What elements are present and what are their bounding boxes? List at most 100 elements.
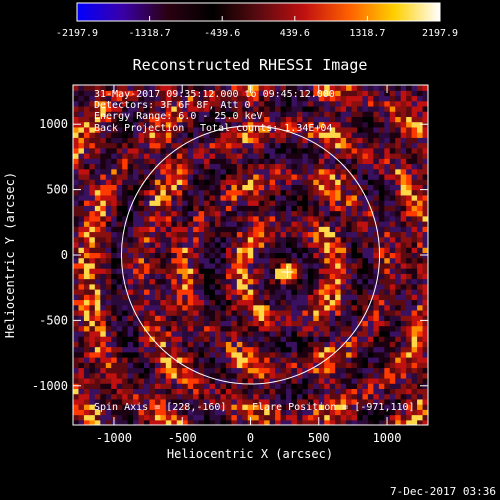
- heatmap-cell: [422, 362, 428, 369]
- heatmap-cell: [395, 409, 402, 416]
- heatmap-cell: [373, 121, 380, 128]
- heatmap-cell: [73, 194, 80, 201]
- heatmap-cell: [367, 179, 374, 185]
- heatmap-cell: [78, 346, 85, 353]
- heatmap-cell: [171, 252, 178, 259]
- heatmap-cell: [335, 111, 342, 117]
- heatmap-cell: [116, 247, 123, 253]
- heatmap-cell: [351, 388, 358, 395]
- heatmap-cell: [406, 357, 413, 363]
- heatmap-cell: [231, 367, 238, 374]
- heatmap-cell: [275, 398, 282, 405]
- heatmap-cell: [225, 294, 232, 301]
- heatmap-cell: [400, 247, 407, 253]
- heatmap-cell: [231, 336, 238, 342]
- heatmap-cell: [258, 153, 265, 159]
- heatmap-cell: [400, 215, 407, 222]
- heatmap-cell: [89, 336, 96, 342]
- heatmap-cell: [302, 278, 309, 285]
- heatmap-cell: [144, 325, 151, 332]
- heatmap-cell: [400, 189, 407, 196]
- heatmap-cell: [236, 147, 243, 154]
- heatmap-cell: [204, 309, 211, 316]
- heatmap-cell: [165, 341, 172, 348]
- heatmap-cell: [133, 252, 140, 259]
- heatmap-cell: [264, 179, 271, 185]
- heatmap-cell: [160, 320, 167, 327]
- heatmap-cell: [171, 278, 178, 285]
- heatmap-cell: [122, 268, 129, 274]
- heatmap-cell: [329, 173, 336, 180]
- heatmap-cell: [247, 158, 254, 165]
- heatmap-cell: [171, 236, 178, 243]
- heatmap-cell: [406, 142, 413, 149]
- heatmap-cell: [78, 377, 85, 384]
- heatmap-cell: [406, 351, 413, 358]
- heatmap-cell: [367, 357, 374, 363]
- heatmap-cell: [198, 419, 205, 425]
- heatmap-cell: [422, 262, 428, 269]
- heatmap-cell: [138, 194, 145, 201]
- heatmap-cell: [422, 315, 428, 321]
- heatmap-cell: [94, 325, 101, 332]
- heatmap-cell: [89, 247, 96, 253]
- heatmap-cell: [154, 283, 161, 290]
- heatmap-cell: [138, 309, 145, 316]
- heatmap-cell: [171, 241, 178, 248]
- heatmap-cell: [280, 278, 287, 285]
- heatmap-cell: [335, 90, 342, 97]
- heatmap-cell: [89, 309, 96, 316]
- heatmap-cell: [324, 299, 331, 306]
- heatmap-cell: [258, 95, 265, 102]
- heatmap-cell: [389, 273, 396, 280]
- heatmap-cell: [378, 205, 385, 212]
- heatmap-cell: [340, 168, 347, 175]
- heatmap-cell: [83, 189, 90, 196]
- heatmap-cell: [176, 179, 183, 185]
- heatmap-cell: [378, 273, 385, 280]
- heatmap-cell: [94, 226, 101, 233]
- heatmap-cell: [378, 147, 385, 154]
- heatmap-cell: [373, 226, 380, 233]
- heatmap-cell: [89, 142, 96, 149]
- heatmap-cell: [264, 142, 271, 149]
- heatmap-cell: [193, 137, 200, 144]
- heatmap-cell: [395, 257, 402, 264]
- heatmap-cell: [154, 278, 161, 285]
- heatmap-cell: [346, 210, 353, 217]
- heatmap-cell: [302, 357, 309, 363]
- heatmap-cell: [296, 372, 303, 379]
- heatmap-cell: [127, 173, 134, 180]
- heatmap-cell: [340, 372, 347, 379]
- heatmap-cell: [105, 372, 112, 379]
- heatmap-cell: [357, 189, 364, 196]
- x-tick-label: -500: [168, 431, 197, 445]
- heatmap-cell: [78, 116, 85, 123]
- heatmap-cell: [296, 200, 303, 206]
- heatmap-cell: [247, 362, 254, 369]
- heatmap-cell: [373, 137, 380, 144]
- heatmap-cell: [89, 153, 96, 159]
- heatmap-cell: [395, 163, 402, 170]
- heatmap-cell: [335, 330, 342, 337]
- heatmap-cell: [351, 116, 358, 123]
- heatmap-cell: [400, 236, 407, 243]
- heatmap-cell: [302, 179, 309, 185]
- heatmap-cell: [198, 221, 205, 227]
- heatmap-cell: [384, 205, 391, 212]
- heatmap-cell: [296, 215, 303, 222]
- heatmap-cell: [116, 194, 123, 201]
- heatmap-cell: [133, 351, 140, 358]
- heatmap-cell: [160, 283, 167, 290]
- heatmap-cell: [395, 268, 402, 274]
- heatmap-cell: [318, 100, 325, 107]
- heatmap-cell: [329, 341, 336, 348]
- heatmap-cell: [198, 252, 205, 259]
- heatmap-cell: [220, 247, 227, 253]
- heatmap-cell: [258, 236, 265, 243]
- heatmap-cell: [286, 257, 293, 264]
- heatmap-cell: [411, 137, 418, 144]
- heatmap-cell: [198, 142, 205, 149]
- heatmap-cell: [351, 309, 358, 316]
- heatmap-cell: [138, 189, 145, 196]
